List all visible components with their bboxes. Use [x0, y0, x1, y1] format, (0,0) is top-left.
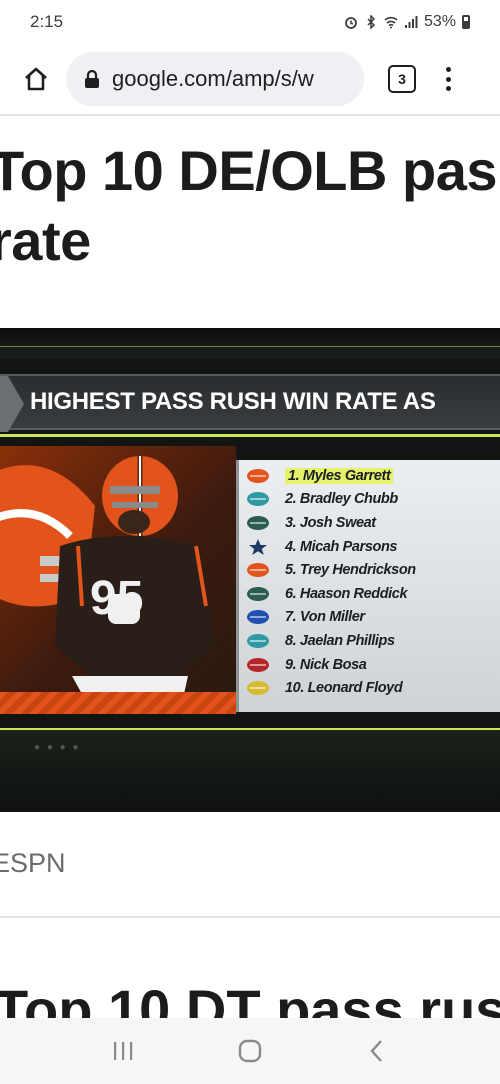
eagles-icon: [245, 514, 271, 532]
battery-percent: 53%: [423, 13, 456, 30]
ranking-text: 4. Micah Parsons: [285, 538, 398, 555]
jersey-number: 95: [90, 572, 143, 625]
status-bar: 2:15 53%: [0, 0, 500, 44]
ranking-text: 9. Nick Bosa: [285, 656, 367, 673]
toolbar-divider: [0, 114, 500, 116]
ranking-text: 3. Josh Sweat: [285, 514, 376, 531]
orange-stripe: [0, 692, 236, 714]
recent-apps-icon: [114, 1042, 133, 1060]
article-title-line: Top 10 DE/OLB pas: [0, 139, 497, 202]
ranking-text: 6. Haason Reddick: [285, 585, 408, 602]
bengals-icon: [245, 561, 271, 579]
ranking-text: 2. Bradley Chubb: [285, 491, 398, 508]
article-title-line: rate: [0, 209, 91, 272]
menu-dot-icon: [445, 86, 451, 91]
status-icons: 53%: [344, 13, 470, 31]
ranking-text: 7. Von Miller: [285, 609, 365, 626]
graphic-banner: HIGHEST PASS RUSH WIN RATE AS: [0, 374, 500, 432]
image-bottom-bar: [0, 730, 500, 812]
recent-apps-button[interactable]: [103, 1031, 143, 1071]
player-illustration: 95: [0, 456, 215, 712]
cowboys-star-icon: [245, 538, 271, 556]
home-circle-icon: [238, 1039, 262, 1063]
home-icon: [25, 67, 47, 91]
image-caption: ESPN: [0, 848, 66, 878]
status-time: 2:15: [30, 12, 64, 31]
wifi-icon: [384, 16, 398, 29]
back-chevron-icon: [370, 1040, 382, 1062]
back-button[interactable]: [357, 1031, 397, 1071]
player-panel: 95: [0, 446, 236, 712]
eagles-icon: [245, 585, 271, 603]
alarm-icon: [345, 17, 357, 29]
battery-icon: [462, 15, 470, 29]
browns-helmet-icon: [245, 467, 271, 485]
ranking-row: 10. Leonard Floyd: [245, 676, 500, 700]
tab-switcher-button[interactable]: 3: [388, 65, 416, 93]
url-text: google.com/amp/s/w: [112, 66, 314, 91]
signal-icon: [404, 16, 418, 28]
dolphins-icon: [245, 632, 271, 650]
bills-icon: [245, 608, 271, 626]
article-title: Top 10 DE/OLB pas rate: [0, 136, 500, 276]
banner-arrow-icon: [0, 376, 24, 432]
ranking-row: 2. Bradley Chubb: [245, 488, 500, 512]
ranking-row: 6. Haason Reddick: [245, 582, 500, 606]
section-divider: [0, 916, 500, 918]
ranking-row: 1. Myles Garrett: [245, 464, 500, 488]
address-bar[interactable]: google.com/amp/s/w: [66, 52, 364, 106]
bluetooth-icon: [367, 15, 376, 29]
home-nav-button[interactable]: [230, 1031, 270, 1071]
dolphins-icon: [245, 490, 271, 508]
ranking-row: 8. Jaelan Phillips: [245, 629, 500, 653]
decorative-dots: ● ● ● ●: [34, 742, 81, 753]
rams-icon: [245, 679, 271, 697]
banner-underline: [0, 434, 500, 437]
ranking-row: 5. Trey Hendrickson: [245, 558, 500, 582]
ranking-text: 1. Myles Garrett: [285, 467, 394, 484]
article-image[interactable]: HIGHEST PASS RUSH WIN RATE AS: [0, 328, 500, 812]
ranking-row: 7. Von Miller: [245, 606, 500, 630]
image-frame-line: [0, 346, 500, 347]
ranking-row: 3. Josh Sweat: [245, 511, 500, 535]
banner-text: HIGHEST PASS RUSH WIN RATE AS: [30, 388, 436, 415]
bottom-accent-line: [0, 728, 500, 730]
ranking-text: 10. Leonard Floyd: [285, 680, 403, 697]
ranking-text: 5. Trey Hendrickson: [285, 562, 416, 579]
menu-dot-icon: [445, 76, 451, 82]
ranking-row: 9. Nick Bosa: [245, 653, 500, 677]
system-nav-bar: [0, 1018, 500, 1084]
lock-icon: [85, 70, 99, 88]
ranking-text: 8. Jaelan Phillips: [285, 632, 395, 649]
browser-toolbar: google.com/amp/s/w 3: [0, 44, 500, 114]
49ers-icon: [245, 656, 271, 674]
home-button[interactable]: [14, 57, 58, 101]
menu-dot-icon: [445, 67, 451, 72]
ranking-row: 4. Micah Parsons: [245, 535, 500, 559]
image-background: [0, 328, 500, 358]
more-menu-button[interactable]: [438, 64, 458, 94]
rankings-panel: 1. Myles Garrett 2. Bradley Chubb 3. Josh …: [236, 460, 500, 712]
